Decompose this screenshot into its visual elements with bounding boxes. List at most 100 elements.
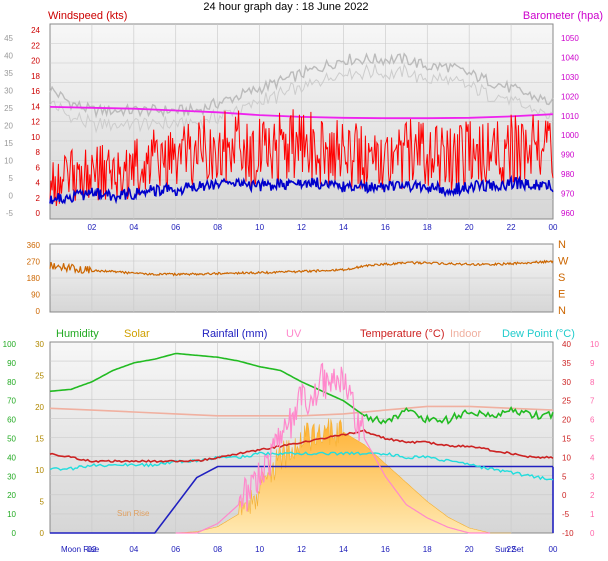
hour-tick-label: 20 bbox=[465, 545, 474, 554]
barometer-tick: 1010 bbox=[561, 112, 579, 121]
hour-tick-label: 18 bbox=[423, 545, 432, 554]
uv-tick: 10 bbox=[590, 340, 599, 349]
indoor-series bbox=[49, 405, 554, 417]
solar-tick: 5 bbox=[40, 498, 45, 507]
hour-tick-label: 12 bbox=[297, 545, 306, 554]
direction-degree-tick: 0 bbox=[36, 307, 41, 316]
temperature-tick: 30 bbox=[562, 378, 571, 387]
panel1-series bbox=[49, 52, 554, 207]
legend-uv: UV bbox=[286, 328, 302, 340]
windspeed-far-tick: 45 bbox=[4, 34, 13, 43]
solar-tick: 30 bbox=[35, 340, 44, 349]
windspeed-tick: 0 bbox=[36, 209, 41, 218]
hour-tick-label: 02 bbox=[87, 545, 96, 554]
barometer-tick: 1020 bbox=[561, 92, 579, 101]
direction-degree-tick: 270 bbox=[27, 258, 41, 267]
temperature-tick: 10 bbox=[562, 453, 571, 462]
wind-direction-series bbox=[49, 259, 554, 277]
barometer-tick: 980 bbox=[561, 170, 575, 179]
panel3-legend: Humidity Solar Rainfall (mm) UV Temperat… bbox=[56, 328, 575, 340]
temperature-panel: Humidity Solar Rainfall (mm) UV Temperat… bbox=[3, 328, 600, 554]
solar-tick: 0 bbox=[40, 529, 45, 538]
uv-tick: 9 bbox=[590, 359, 595, 368]
windspeed-tick: 6 bbox=[36, 163, 41, 172]
humidity-tick: 70 bbox=[7, 397, 16, 406]
moon-rise-label: Moon Rise bbox=[61, 545, 100, 554]
legend-temperature: Temperature (°C) bbox=[360, 328, 444, 340]
temperature-tick: 40 bbox=[562, 340, 571, 349]
windspeed-tick: 24 bbox=[31, 26, 40, 35]
hour-tick-label: 12 bbox=[297, 223, 306, 232]
humidity-tick: 0 bbox=[12, 529, 17, 538]
barometer-tick: 990 bbox=[561, 151, 575, 160]
uv-tick: 5 bbox=[590, 435, 595, 444]
panel3-hour-labels: 02 04 06 08 10 12 14 16 18 20 22 00 bbox=[87, 545, 558, 554]
wind-average-series bbox=[49, 174, 554, 205]
uv-tick: 0 bbox=[590, 529, 595, 538]
panel3-series bbox=[49, 352, 554, 534]
solar-tick: 10 bbox=[35, 466, 44, 475]
barometer-tick: 1030 bbox=[561, 73, 579, 82]
uv-series bbox=[175, 362, 491, 534]
temperature-tick: 20 bbox=[562, 416, 571, 425]
direction-compass-tick: W bbox=[558, 256, 569, 268]
uv-tick: 7 bbox=[590, 397, 595, 406]
gust-series bbox=[49, 52, 554, 119]
temperature-tick: -10 bbox=[562, 529, 574, 538]
dew-point-series bbox=[49, 451, 554, 481]
barometer-tick: 960 bbox=[561, 209, 575, 218]
uv-tick: 6 bbox=[590, 416, 595, 425]
legend-humidity: Humidity bbox=[56, 328, 99, 340]
direction-compass-tick: N bbox=[558, 239, 566, 251]
humidity-tick: 10 bbox=[7, 510, 16, 519]
humidity-tick: 60 bbox=[7, 416, 16, 425]
hour-tick-label: 14 bbox=[339, 545, 348, 554]
sun-rise-label: Sun Rise bbox=[117, 509, 150, 518]
legend-solar: Solar bbox=[124, 328, 150, 340]
temperature-tick: 0 bbox=[562, 491, 567, 500]
hour-tick-label: 20 bbox=[465, 223, 474, 232]
direction-degree-tick: 360 bbox=[27, 241, 41, 250]
uv-tick: 2 bbox=[590, 491, 595, 500]
hour-tick-label: 10 bbox=[255, 545, 264, 554]
hour-tick-label: 04 bbox=[129, 545, 138, 554]
barometer-tick: 970 bbox=[561, 190, 575, 199]
windspeed-tick: 4 bbox=[36, 179, 41, 188]
windspeed-far-tick: 15 bbox=[4, 139, 13, 148]
hour-tick-label: 06 bbox=[171, 223, 180, 232]
windspeed-tick: 18 bbox=[31, 72, 40, 81]
temperature-tick: 25 bbox=[562, 397, 571, 406]
windspeed-tick: 8 bbox=[36, 148, 41, 157]
windspeed-tick: 2 bbox=[36, 194, 41, 203]
windspeed-tick: 14 bbox=[31, 102, 40, 111]
solar-ticks: 30 25 20 15 10 5 0 bbox=[35, 340, 44, 538]
windspeed-tick: 16 bbox=[31, 87, 40, 96]
legend-dew-point: Dew Point (°C) bbox=[502, 328, 575, 340]
windspeed-far-tick: -5 bbox=[6, 209, 14, 218]
graph-title: 24 hour graph day : 18 June 2022 bbox=[203, 1, 368, 13]
temperature-tick: -5 bbox=[562, 510, 570, 519]
windspeed-far-tick: 30 bbox=[4, 87, 13, 96]
windspeed-far-tick: 25 bbox=[4, 104, 13, 113]
panel2-series bbox=[49, 259, 554, 277]
barometer-tick: 1040 bbox=[561, 53, 579, 62]
solar-tick: 20 bbox=[35, 403, 44, 412]
direction-compass-tick: N bbox=[558, 305, 566, 317]
legend-rainfall: Rainfall (mm) bbox=[202, 328, 267, 340]
hour-tick-label: 00 bbox=[549, 545, 558, 554]
uv-tick: 3 bbox=[590, 472, 595, 481]
windspeed-far-tick: 5 bbox=[9, 174, 14, 183]
barometer-ticks: 1050 1040 1030 1020 1010 1000 990 980 970 960 bbox=[561, 34, 579, 218]
rainfall-series bbox=[50, 465, 553, 534]
hour-tick-label: 22 bbox=[507, 545, 516, 554]
humidity-series bbox=[49, 352, 554, 425]
humidity-tick: 20 bbox=[7, 491, 16, 500]
windspeed-far-tick: 40 bbox=[4, 52, 13, 61]
temperature-tick: 35 bbox=[562, 359, 571, 368]
direction-degree-tick: 180 bbox=[27, 274, 41, 283]
windspeed-far-tick: 10 bbox=[4, 157, 13, 166]
solar-series bbox=[175, 418, 512, 534]
